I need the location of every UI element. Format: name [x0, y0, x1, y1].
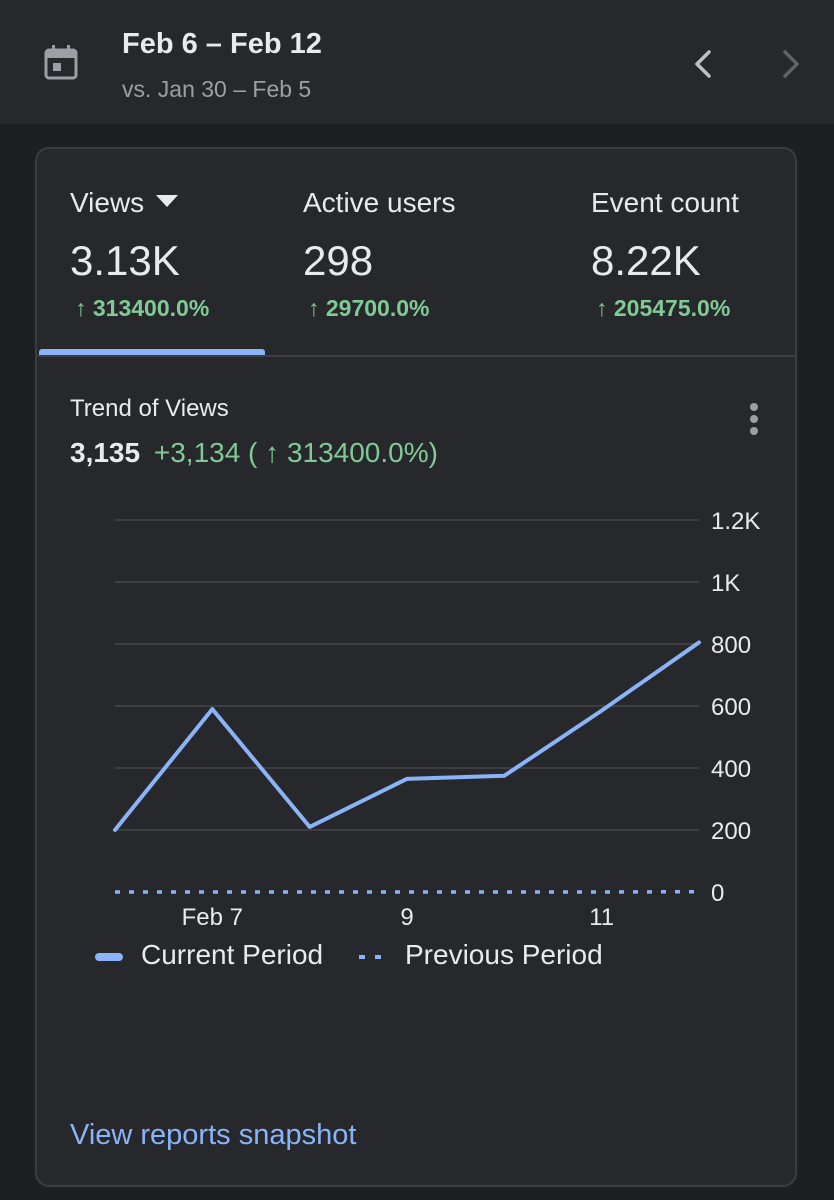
- trend-delta: +3,134 ( ↑ 313400.0%): [153, 437, 438, 468]
- divider: [37, 355, 795, 357]
- metric-label: Active users: [303, 187, 456, 218]
- metric-label: Event count: [591, 187, 739, 218]
- y-tick-label: 400: [711, 756, 751, 783]
- legend-current-swatch: [95, 952, 123, 961]
- metric-tab-views[interactable]: Views 3.13K ↑ 313400.0%: [37, 149, 277, 354]
- legend-previous: Previous Period: [359, 939, 603, 971]
- legend-previous-swatch: [359, 954, 387, 959]
- metric-label: Views: [70, 187, 145, 218]
- y-tick-label: 200: [711, 818, 751, 845]
- y-tick-label: 800: [711, 632, 751, 659]
- trend-total: 3,135: [70, 437, 141, 468]
- x-tick-label: 9: [400, 904, 413, 931]
- metric-value: 298: [303, 237, 374, 284]
- metric-value: 8.22K: [591, 237, 701, 284]
- y-tick-label: 600: [711, 694, 751, 721]
- legend-previous-label: Previous Period: [405, 939, 603, 970]
- metrics-card: Views 3.13K ↑ 313400.0% Active users 298…: [35, 147, 797, 1187]
- trend-title: Trend of Views: [70, 395, 229, 422]
- metric-tab-event-count[interactable]: Event count 8.22K ↑ 205475.0%: [557, 149, 795, 354]
- compare-range-label: vs. Jan 30 – Feb 5: [122, 76, 312, 102]
- date-range-label[interactable]: Feb 6 – Feb 12: [122, 28, 322, 60]
- metric-change: ↑ 313400.0%: [75, 295, 210, 321]
- chevron-right-icon[interactable]: [774, 44, 810, 84]
- metric-change: ↑ 205475.0%: [596, 295, 731, 321]
- legend-current: Current Period: [95, 939, 323, 971]
- date-range-header: Feb 6 – Feb 12 vs. Jan 30 – Feb 5: [0, 0, 834, 124]
- dropdown-arrow-icon[interactable]: [156, 194, 179, 209]
- calendar-icon[interactable]: [44, 44, 78, 80]
- legend-current-label: Current Period: [141, 939, 324, 970]
- more-vert-icon[interactable]: [739, 399, 769, 439]
- metric-value: 3.13K: [70, 237, 180, 284]
- current-period-line: [113, 640, 701, 832]
- metric-change: ↑ 29700.0%: [308, 295, 430, 321]
- views-trend-chart: 0 200 400 600 800 1K 1.2K Feb 7 9 11: [113, 508, 760, 931]
- trend-summary: 3,135 +3,134 ( ↑ 313400.0%): [70, 437, 438, 469]
- x-tick-label: Feb 7: [182, 904, 243, 931]
- y-tick-label: 0: [711, 880, 724, 907]
- metric-tab-active-users[interactable]: Active users 298 ↑ 29700.0%: [277, 149, 557, 354]
- view-reports-snapshot-link[interactable]: View reports snapshot: [70, 1119, 357, 1151]
- selected-tab-indicator: [39, 349, 265, 355]
- x-tick-label: 11: [589, 904, 614, 931]
- y-tick-label: 1K: [711, 570, 740, 597]
- chevron-left-icon[interactable]: [686, 44, 722, 84]
- y-tick-label: 1.2K: [711, 508, 760, 535]
